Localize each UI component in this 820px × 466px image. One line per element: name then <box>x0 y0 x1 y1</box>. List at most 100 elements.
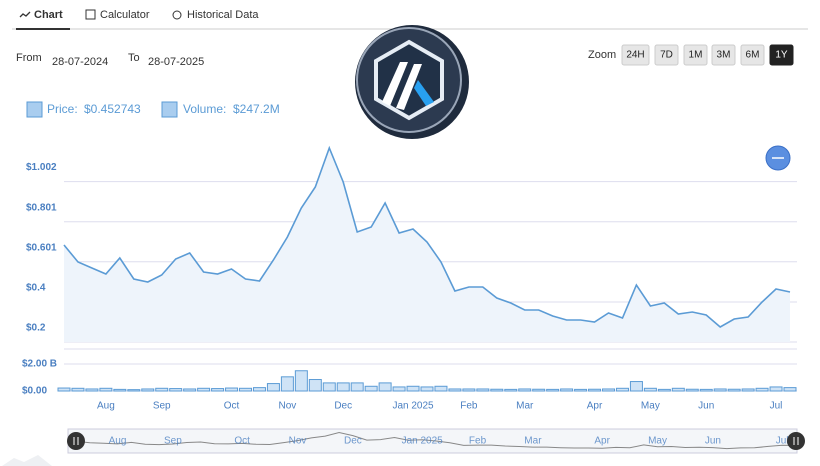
zoom-button[interactable] <box>683 44 708 66</box>
volume-bar <box>85 388 99 392</box>
navigator-label: Jul <box>776 436 789 447</box>
volume-bar <box>141 388 155 392</box>
volume-bar <box>727 388 741 392</box>
volume-bar <box>769 386 783 392</box>
volume-bar <box>169 388 183 392</box>
legend-value: $0.452743 <box>84 102 141 116</box>
volume-bar <box>671 387 685 392</box>
zoom-button[interactable] <box>654 44 679 66</box>
navigator-label: Jun <box>705 436 721 447</box>
zoom-button-label: 7D <box>660 50 673 61</box>
legend-swatch[interactable] <box>26 101 43 118</box>
zoom-button[interactable] <box>740 44 765 66</box>
volume-bar <box>434 385 448 392</box>
volume-bar <box>462 388 476 392</box>
x-tick-label: Mar <box>516 401 534 412</box>
volume-bar <box>741 388 755 392</box>
y-tick-label: $0.801 <box>26 202 57 213</box>
y-tick-label: $0.2 <box>26 323 46 334</box>
zoom-button-label: 3M <box>717 50 731 61</box>
x-tick-label: May <box>641 401 660 412</box>
navigator-line <box>75 431 797 450</box>
volume-bar <box>476 388 490 392</box>
volume-bar <box>588 388 602 392</box>
volume-bar <box>713 388 727 392</box>
tab[interactable]: Calculator <box>100 9 150 21</box>
volume-bar <box>615 387 629 392</box>
to-date[interactable]: 28-07-2025 <box>148 56 204 68</box>
zoom-button[interactable] <box>621 44 650 66</box>
volume-bar <box>448 388 462 392</box>
navigator-label: Jan 2025 <box>402 436 444 447</box>
navigator-label: Mar <box>524 436 542 447</box>
navigator-handle[interactable] <box>67 432 85 450</box>
volume-bar <box>685 388 699 392</box>
volume-bar <box>183 388 197 392</box>
watermark <box>2 455 52 466</box>
zoom-button-label: 1M <box>689 50 703 61</box>
volume-bar <box>239 387 252 392</box>
volume-bar <box>560 388 574 392</box>
volume-bar <box>308 379 322 392</box>
volume-bar <box>197 387 211 392</box>
navigator-label: May <box>648 436 667 447</box>
volume-bar <box>518 388 532 392</box>
volume-bar <box>57 387 71 392</box>
legend-value: $247.2M <box>233 102 280 116</box>
navigator-label: Aug <box>109 436 127 447</box>
legend-label[interactable]: Price: <box>47 102 78 116</box>
x-tick-label: Dec <box>334 401 352 412</box>
volume-bar <box>252 387 266 392</box>
volume-bar <box>225 387 239 392</box>
x-tick-label: Sep <box>153 401 171 412</box>
to-label: To <box>128 52 140 64</box>
volume-bar <box>420 386 434 392</box>
x-tick-label: Jan 2025 <box>392 401 434 412</box>
volume-bar <box>629 381 643 392</box>
logo-stroke <box>414 80 434 106</box>
volume-bar <box>504 388 518 392</box>
zoom-button[interactable] <box>711 44 736 66</box>
logo <box>355 25 469 139</box>
volume-bar <box>532 388 546 392</box>
plot: $0.2 $0.4 $0.601 $0.801 $1.002 Aug Aug Sep Sep Oc… <box>22 145 797 450</box>
volume-bar <box>127 389 141 392</box>
chart-icon <box>19 11 31 18</box>
from-label: From <box>16 52 42 64</box>
logo-stroke <box>382 62 408 106</box>
legend-swatch[interactable] <box>161 101 178 118</box>
tab[interactable]: Chart <box>34 9 63 21</box>
navigator-label: Oct <box>234 436 250 447</box>
logo-stroke <box>396 64 422 110</box>
navigator-label: Feb <box>469 436 487 447</box>
x-tick-label: Jun <box>698 401 714 412</box>
legend-label[interactable]: Volume: <box>183 102 226 116</box>
navigator-label: Nov <box>289 436 307 447</box>
zoom-button[interactable] <box>769 44 794 66</box>
volume-bar <box>392 386 406 392</box>
x-tick-label: Apr <box>587 401 603 412</box>
volume-bar <box>266 383 280 392</box>
volume-bar <box>574 388 588 392</box>
price-area <box>64 148 790 342</box>
volume-bar <box>699 388 713 392</box>
volume-bar <box>280 376 294 392</box>
volume-bar <box>294 370 308 392</box>
x-tick-label: Jul <box>770 401 783 412</box>
volume-bar <box>364 385 378 392</box>
from-date[interactable]: 28-07-2024 <box>52 56 108 68</box>
y-tick-label: $0.00 <box>22 386 47 397</box>
volume-bar <box>378 382 392 392</box>
volume-bar <box>657 388 671 392</box>
volume-bar <box>99 387 113 392</box>
volume-bar <box>783 387 797 392</box>
volume-bar <box>643 387 657 392</box>
x-tick-label: Nov <box>278 401 296 412</box>
volume-bar <box>336 382 350 392</box>
y-tick-label: $1.002 <box>26 162 57 173</box>
volume-bar <box>211 388 225 392</box>
navigator-handle[interactable] <box>787 432 805 450</box>
y-tick-label: $0.601 <box>26 242 57 253</box>
tab[interactable]: Historical Data <box>187 9 259 21</box>
